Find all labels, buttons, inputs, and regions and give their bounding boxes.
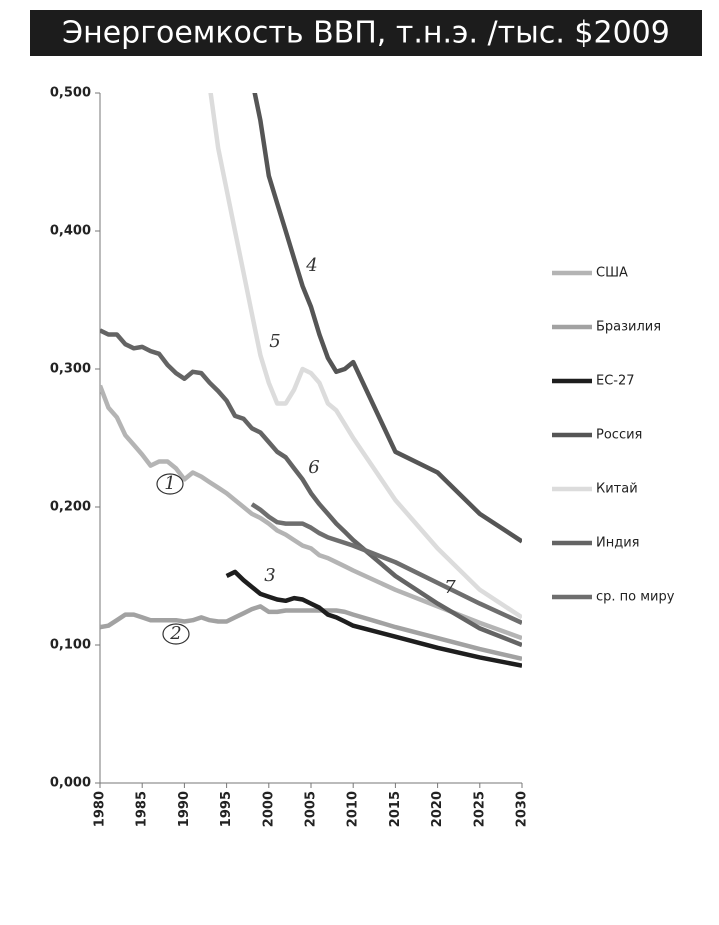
annotation: 7 bbox=[444, 577, 456, 598]
y-tick-label: 0,400 bbox=[50, 224, 91, 239]
annotation-circle bbox=[156, 473, 184, 495]
series-line bbox=[100, 604, 522, 661]
legend-label: ЕС-27 bbox=[596, 374, 635, 389]
legend-label: Китай bbox=[596, 482, 638, 497]
series-line bbox=[225, 569, 522, 668]
legend-label: Бразилия bbox=[596, 320, 661, 335]
series-line bbox=[208, 93, 522, 620]
legend-label: Индия bbox=[596, 536, 639, 551]
series-line bbox=[252, 93, 522, 544]
annotation: 3 bbox=[264, 565, 275, 586]
x-tick-label: 2015 bbox=[388, 791, 403, 827]
x-tick-label: 1995 bbox=[219, 791, 234, 827]
x-tick-label: 2030 bbox=[515, 791, 530, 827]
chart-title: Энергоемкость ВВП, т.н.э. /тыс. $2009 bbox=[62, 16, 670, 51]
annotation: 2 bbox=[169, 623, 181, 644]
x-tick-label: 2010 bbox=[346, 791, 361, 827]
title-banner bbox=[30, 10, 702, 56]
x-tick-label: 2005 bbox=[304, 791, 319, 827]
series-line bbox=[250, 502, 522, 625]
legend-label: ср. по миру bbox=[596, 590, 675, 605]
annotation: 6 bbox=[308, 457, 319, 478]
x-tick-label: 2000 bbox=[261, 791, 276, 827]
y-tick-label: 0,200 bbox=[50, 500, 91, 515]
series-line bbox=[100, 384, 522, 641]
x-tick-label: 1990 bbox=[177, 791, 192, 827]
annotation: 4 bbox=[305, 255, 317, 276]
y-tick-label: 0,300 bbox=[50, 362, 91, 377]
y-tick-label: 0,500 bbox=[50, 86, 91, 101]
x-tick-label: 2020 bbox=[430, 791, 445, 827]
legend-label: США bbox=[596, 266, 628, 281]
x-tick-label: 1985 bbox=[135, 791, 150, 827]
annotation: 1 bbox=[164, 473, 175, 494]
y-tick-label: 0,000 bbox=[50, 776, 91, 791]
x-tick-label: 2025 bbox=[472, 791, 487, 827]
y-tick-label: 0,100 bbox=[50, 638, 91, 653]
annotation-circle bbox=[162, 623, 190, 645]
annotation: 5 bbox=[269, 331, 280, 352]
x-tick-label: 1980 bbox=[93, 791, 108, 827]
legend-label: Россия bbox=[596, 428, 642, 443]
series-line bbox=[100, 328, 522, 648]
